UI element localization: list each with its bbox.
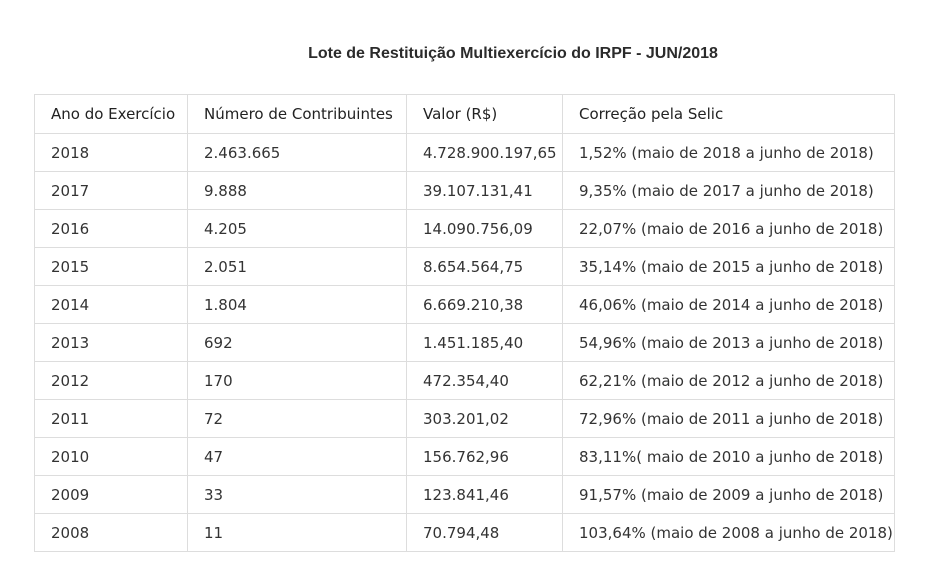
cell-contribuintes: 72 xyxy=(187,399,407,438)
cell-correcao: 72,96% (maio de 2011 a junho de 2018) xyxy=(562,399,895,438)
cell-ano: 2009 xyxy=(34,475,188,514)
cell-correcao: 83,11%( maio de 2010 a junho de 2018) xyxy=(562,437,895,476)
cell-correcao: 103,64% (maio de 2008 a junho de 2018) xyxy=(562,513,895,552)
cell-contribuintes: 9.888 xyxy=(187,171,407,210)
cell-correcao: 46,06% (maio de 2014 a junho de 2018) xyxy=(562,285,895,324)
cell-correcao: 91,57% (maio de 2009 a junho de 2018) xyxy=(562,475,895,514)
cell-ano: 2010 xyxy=(34,437,188,476)
header-ano-do-exercicio: Ano do Exercício xyxy=(34,94,188,134)
table-row: 2010 47 156.762,96 83,11%( maio de 2010 … xyxy=(34,437,895,476)
header-numero-de-contribuintes: Número de Contribuintes xyxy=(187,94,407,134)
page-title: Lote de Restituição Multiexercício do IR… xyxy=(308,45,718,62)
table-body: 2018 2.463.665 4.728.900.197,65 1,52% (m… xyxy=(34,133,895,552)
cell-contribuintes: 47 xyxy=(187,437,407,476)
table-row: 2012 170 472.354,40 62,21% (maio de 2012… xyxy=(34,361,895,400)
table-row: 2013 692 1.451.185,40 54,96% (maio de 20… xyxy=(34,323,895,362)
cell-ano: 2012 xyxy=(34,361,188,400)
table-row: 2017 9.888 39.107.131,41 9,35% (maio de … xyxy=(34,171,895,210)
cell-correcao: 22,07% (maio de 2016 a junho de 2018) xyxy=(562,209,895,248)
cell-valor: 39.107.131,41 xyxy=(406,171,563,210)
cell-correcao: 54,96% (maio de 2013 a junho de 2018) xyxy=(562,323,895,362)
cell-correcao: 62,21% (maio de 2012 a junho de 2018) xyxy=(562,361,895,400)
cell-correcao: 35,14% (maio de 2015 a junho de 2018) xyxy=(562,247,895,286)
cell-ano: 2013 xyxy=(34,323,188,362)
cell-contribuintes: 33 xyxy=(187,475,407,514)
cell-contribuintes: 1.804 xyxy=(187,285,407,324)
cell-contribuintes: 2.051 xyxy=(187,247,407,286)
header-row: Ano do Exercício Número de Contribuintes… xyxy=(34,94,895,134)
cell-valor: 1.451.185,40 xyxy=(406,323,563,362)
cell-contribuintes: 2.463.665 xyxy=(187,133,407,172)
cell-valor: 14.090.756,09 xyxy=(406,209,563,248)
table-row: 2018 2.463.665 4.728.900.197,65 1,52% (m… xyxy=(34,133,895,172)
restituicao-table: Ano do Exercício Número de Contribuintes… xyxy=(34,94,895,552)
cell-ano: 2014 xyxy=(34,285,188,324)
cell-valor: 303.201,02 xyxy=(406,399,563,438)
cell-correcao: 1,52% (maio de 2018 a junho de 2018) xyxy=(562,133,895,172)
cell-ano: 2017 xyxy=(34,171,188,210)
table-row: 2016 4.205 14.090.756,09 22,07% (maio de… xyxy=(34,209,895,248)
header-valor: Valor (R$) xyxy=(406,94,563,134)
cell-valor: 123.841,46 xyxy=(406,475,563,514)
cell-valor: 156.762,96 xyxy=(406,437,563,476)
table-row: 2014 1.804 6.669.210,38 46,06% (maio de … xyxy=(34,285,895,324)
table-row: 2008 11 70.794,48 103,64% (maio de 2008 … xyxy=(34,513,895,552)
table-row: 2011 72 303.201,02 72,96% (maio de 2011 … xyxy=(34,399,895,438)
table-row: 2009 33 123.841,46 91,57% (maio de 2009 … xyxy=(34,475,895,514)
cell-contribuintes: 170 xyxy=(187,361,407,400)
cell-contribuintes: 11 xyxy=(187,513,407,552)
cell-contribuintes: 4.205 xyxy=(187,209,407,248)
cell-valor: 6.669.210,38 xyxy=(406,285,563,324)
cell-correcao: 9,35% (maio de 2017 a junho de 2018) xyxy=(562,171,895,210)
table-header: Ano do Exercício Número de Contribuintes… xyxy=(34,94,895,134)
cell-contribuintes: 692 xyxy=(187,323,407,362)
header-correcao-pela-selic: Correção pela Selic xyxy=(562,94,895,134)
cell-valor: 472.354,40 xyxy=(406,361,563,400)
cell-valor: 4.728.900.197,65 xyxy=(406,133,563,172)
cell-ano: 2008 xyxy=(34,513,188,552)
cell-ano: 2016 xyxy=(34,209,188,248)
cell-valor: 8.654.564,75 xyxy=(406,247,563,286)
cell-ano: 2011 xyxy=(34,399,188,438)
cell-valor: 70.794,48 xyxy=(406,513,563,552)
table-row: 2015 2.051 8.654.564,75 35,14% (maio de … xyxy=(34,247,895,286)
cell-ano: 2018 xyxy=(34,133,188,172)
cell-ano: 2015 xyxy=(34,247,188,286)
